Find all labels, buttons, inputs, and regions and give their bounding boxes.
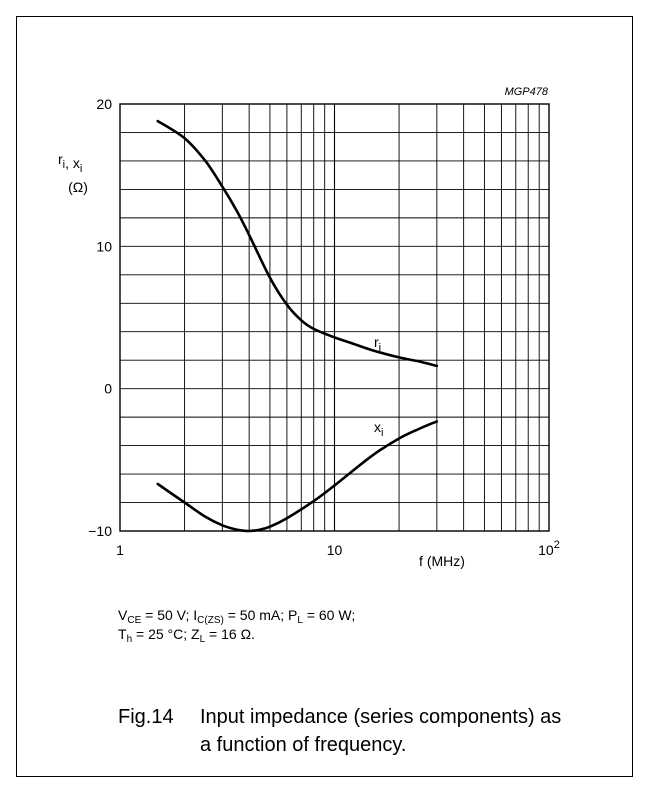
conditions-text: = 60 W; (302, 607, 356, 623)
y-axis-unit: (Ω) (68, 179, 88, 195)
y-axis-label: ri, xi (58, 151, 82, 175)
conditions-subscript: CE (127, 615, 142, 626)
caption-line-1: Input impedance (series components) as (200, 706, 562, 728)
figure-frame (16, 16, 633, 777)
series-label-ri: ri (374, 334, 381, 354)
axis-tick-labels: 20 10 0 −101 10 102 (88, 96, 560, 558)
x-tick-label: 1 (116, 542, 124, 558)
y-tick-label: 20 (96, 96, 112, 112)
y-axis-label-group: ri, xi (Ω) (58, 151, 88, 195)
conditions-text: = 50 V; I (141, 607, 198, 623)
conditions-line-1: VCE = 50 V; IC(ZS) = 50 mA; PL = 60 W; (118, 606, 356, 626)
chart-grid (120, 104, 549, 531)
conditions-line-2: Th = 25 °C; ZL = 16 Ω. (118, 625, 355, 645)
series-label-xi: xi (374, 419, 383, 439)
plot-area (119, 103, 550, 532)
conditions-text: V (118, 607, 128, 623)
figure-number: Fig.14 (118, 706, 174, 728)
conditions-text: = 50 mA; P (223, 607, 298, 623)
y-tick-label: −10 (88, 523, 112, 539)
x-axis-label-group: f (MHz) (419, 553, 465, 569)
conditions-subscript: h (126, 634, 133, 645)
series-curve-xi (156, 420, 439, 533)
x-axis-label: f (MHz) (419, 553, 465, 569)
conditions-subscript: L (199, 634, 206, 645)
plot-border (119, 103, 550, 532)
test-conditions: VCE = 50 V; IC(ZS) = 50 mA; PL = 60 W; T… (118, 606, 356, 645)
y-tick-label: 0 (104, 381, 112, 397)
series-curve-ri (156, 119, 439, 368)
conditions-subscript: L (297, 615, 303, 626)
figure-caption: Fig.14 Input impedance (series components… (118, 703, 561, 759)
figure-code: MGP478 (505, 86, 549, 98)
conditions-text: = 25 °C; Z (132, 626, 200, 642)
conditions-subscript: C(ZS) (197, 615, 224, 626)
series-labels: ri xi (374, 334, 383, 439)
y-tick-label: 10 (96, 238, 112, 254)
x-tick-label: 102 (538, 539, 560, 558)
series-group (156, 119, 439, 533)
x-tick-label: 10 (327, 542, 343, 558)
conditions-text: = 16 Ω. (205, 626, 255, 642)
conditions-text: T (118, 626, 127, 642)
caption-line-2: a function of frequency. (200, 734, 407, 756)
